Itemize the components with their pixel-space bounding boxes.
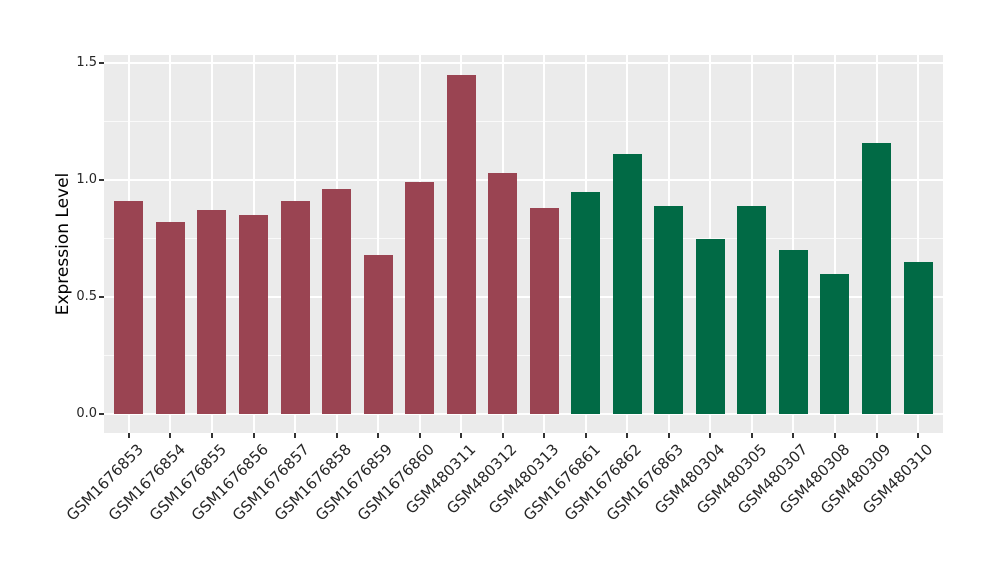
y-tick-mark xyxy=(99,179,104,181)
x-major-gridline xyxy=(792,55,795,433)
y-tick-mark xyxy=(99,296,104,298)
bar-GSM1676857 xyxy=(280,201,310,414)
x-tick-mark xyxy=(709,433,712,438)
x-tick-mark xyxy=(875,433,878,438)
bar-GSM1676859 xyxy=(363,254,393,414)
x-tick-mark xyxy=(501,433,504,438)
y-minor-gridline xyxy=(104,355,943,356)
x-tick-mark xyxy=(460,433,463,438)
x-tick-mark xyxy=(543,433,546,438)
x-tick-mark xyxy=(626,433,629,438)
x-tick-mark xyxy=(667,433,670,438)
bar-GSM480311 xyxy=(446,74,476,414)
x-tick-mark xyxy=(377,433,380,438)
x-tick-mark xyxy=(294,433,297,438)
bar-GSM1676860 xyxy=(405,182,435,414)
bar-GSM480304 xyxy=(695,238,725,414)
y-tick-mark xyxy=(99,62,104,64)
x-tick-mark xyxy=(750,433,753,438)
bar-GSM480310 xyxy=(903,261,933,414)
y-tick-mark xyxy=(99,413,104,415)
plot-panel xyxy=(104,55,943,433)
bar-GSM480307 xyxy=(778,250,808,414)
x-tick-mark xyxy=(917,433,920,438)
y-tick-label: 0.5 xyxy=(76,289,97,304)
bar-GSM1676861 xyxy=(571,191,601,414)
x-tick-mark xyxy=(252,433,255,438)
y-major-gridline xyxy=(104,62,943,64)
x-tick-mark xyxy=(833,433,836,438)
bar-GSM1676862 xyxy=(612,154,642,414)
x-tick-mark xyxy=(792,433,795,438)
bar-GSM1676863 xyxy=(654,205,684,414)
y-major-gridline xyxy=(104,179,943,181)
x-tick-mark xyxy=(335,433,338,438)
y-tick-label: 1.5 xyxy=(76,55,97,70)
y-axis-title: Expression Level xyxy=(53,172,73,316)
y-major-gridline xyxy=(104,413,943,415)
bar-GSM1676858 xyxy=(322,189,352,414)
bar-GSM1676853 xyxy=(114,201,144,414)
x-tick-mark xyxy=(418,433,421,438)
bar-GSM1676854 xyxy=(155,222,185,414)
y-major-gridline xyxy=(104,296,943,298)
bar-GSM1676856 xyxy=(239,215,269,414)
bar-GSM1676855 xyxy=(197,210,227,414)
x-tick-mark xyxy=(584,433,587,438)
x-major-gridline xyxy=(917,55,920,433)
bar-GSM480309 xyxy=(862,142,892,414)
x-tick-mark xyxy=(169,433,172,438)
bar-GSM480305 xyxy=(737,205,767,414)
x-major-gridline xyxy=(833,55,836,433)
x-tick-mark xyxy=(127,433,130,438)
y-minor-gridline xyxy=(104,238,943,239)
bar-GSM480312 xyxy=(488,172,518,414)
x-major-gridline xyxy=(377,55,380,433)
y-tick-label: 1.0 xyxy=(76,172,97,187)
y-minor-gridline xyxy=(104,121,943,122)
y-tick-label: 0.0 xyxy=(76,406,97,421)
x-tick-mark xyxy=(210,433,213,438)
bar-GSM480313 xyxy=(529,208,559,414)
bar-GSM480308 xyxy=(820,273,850,414)
